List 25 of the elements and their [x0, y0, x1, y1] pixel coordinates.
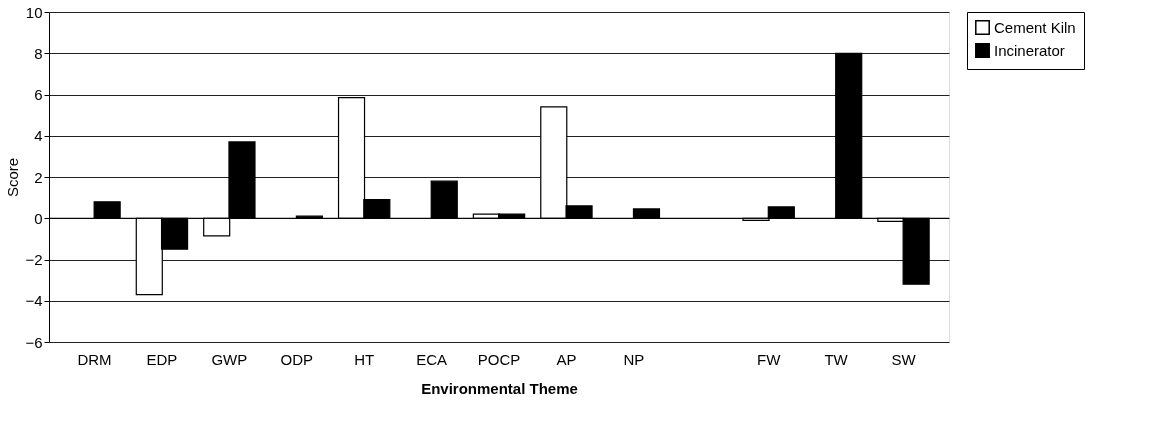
x-tick-label: EDP: [146, 350, 178, 368]
x-tick-label: NP: [623, 350, 645, 368]
legend-label: Incinerator: [994, 41, 1065, 59]
x-tick-label: SW: [891, 350, 917, 368]
x-axis-title: Environmental Theme: [421, 379, 578, 397]
x-tick-label: HT: [354, 350, 375, 368]
x-tick-label: ODP: [280, 350, 314, 368]
x-tick-label: FW: [757, 350, 782, 368]
y-tick-label: −4: [25, 292, 43, 310]
y-tick-label: −6: [25, 333, 43, 351]
x-tick-label: DRM: [77, 350, 112, 368]
x-tick-label: ECA: [416, 350, 448, 368]
y-tick-label: 4: [34, 127, 43, 145]
y-tick-label: −2: [25, 251, 43, 268]
x-tick-label: POCP: [477, 350, 521, 368]
y-tick-label: 10: [25, 3, 43, 21]
y-tick-label: 2: [34, 168, 43, 186]
x-tick-label: AP: [556, 350, 577, 368]
y-tick-label: 0: [34, 209, 43, 227]
y-tick-label: 8: [34, 44, 43, 62]
legend-label: Cement Kiln: [994, 18, 1076, 36]
y-tick-label: 6: [34, 86, 43, 103]
x-tick-label: TW: [824, 350, 849, 368]
x-tick-label: GWP: [211, 350, 248, 368]
y-axis-title: Score: [4, 157, 22, 198]
